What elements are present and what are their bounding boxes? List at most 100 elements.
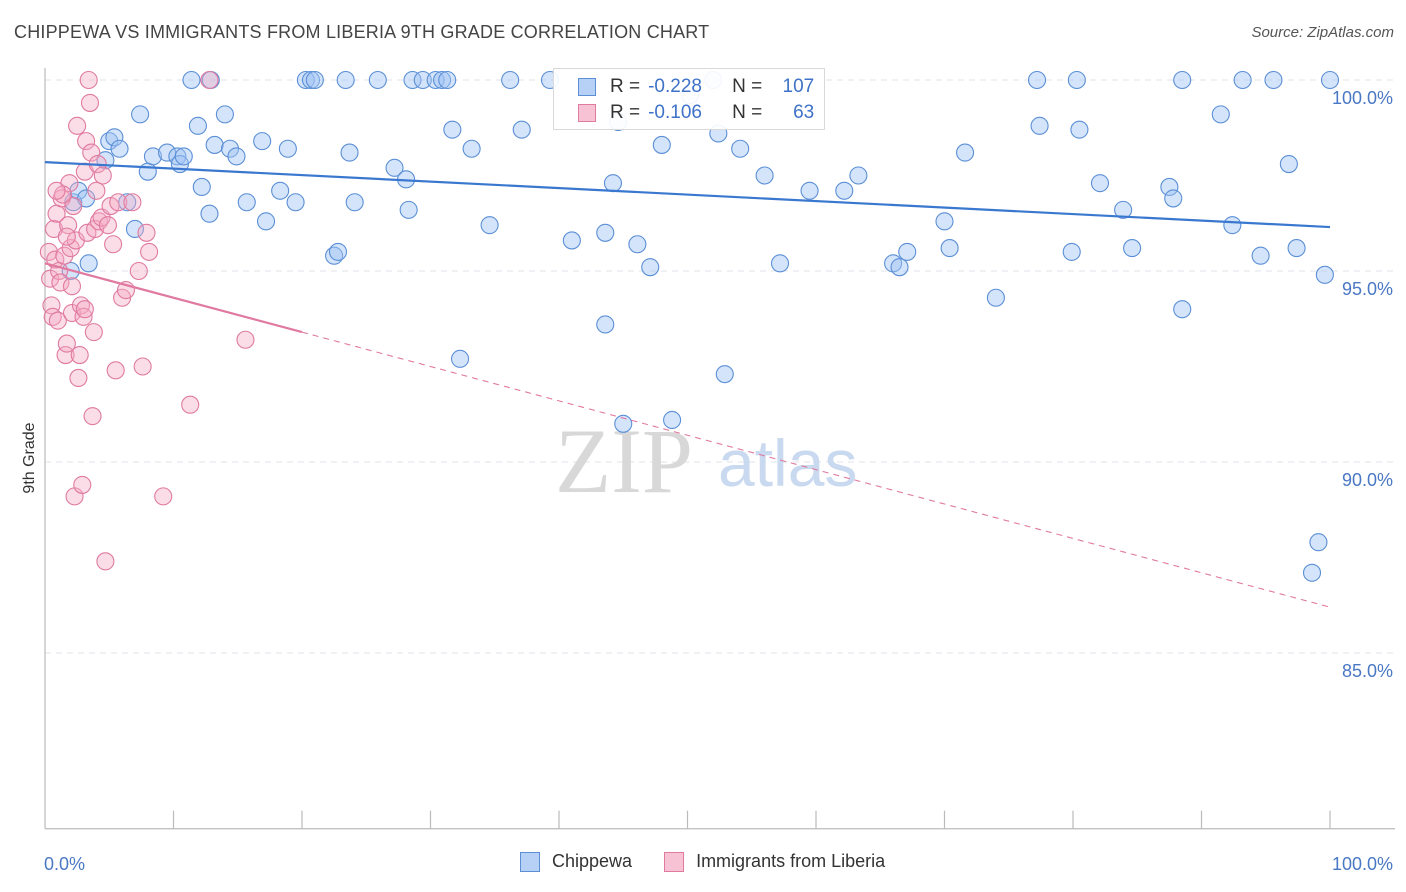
chippewa-point: [1251, 246, 1270, 265]
stats-legend-row-chippewa: R = -0.228 N = 107: [578, 74, 814, 100]
chippewa-point: [480, 216, 499, 235]
chippewa-point: [131, 105, 150, 124]
chippewa-point: [110, 139, 129, 158]
chippewa-point: [451, 349, 470, 368]
chippewa-point: [182, 70, 201, 90]
liberia-point: [83, 407, 102, 426]
liberia-point: [106, 361, 125, 380]
chart-source: Source: ZipAtlas.com: [1251, 24, 1394, 41]
legend-item-liberia[interactable]: Immigrants from Liberia: [664, 851, 885, 872]
chippewa-point: [596, 223, 615, 242]
legend-label-liberia: Immigrants from Liberia: [696, 851, 886, 871]
chippewa-point: [603, 174, 623, 193]
chippewa-point: [227, 147, 246, 166]
x-tick-label-max: 100.0%: [1332, 854, 1393, 874]
liberia-point: [87, 181, 106, 200]
series-legend: Chippewa Immigrants from Liberia: [520, 851, 917, 872]
chippewa-point: [271, 181, 290, 200]
chippewa-point: [1114, 200, 1133, 219]
chippewa-point: [512, 120, 531, 139]
chippewa-point: [835, 181, 854, 200]
chippewa-point: [715, 365, 734, 384]
liberia-point: [56, 345, 75, 365]
chippewa-point: [256, 212, 276, 231]
chippewa-point: [628, 235, 647, 254]
liberia-point: [73, 475, 92, 494]
liberia-point: [75, 300, 94, 319]
chippewa-point: [345, 193, 364, 212]
axis-labels: 100.0% 95.0% 90.0% 85.0% 0.0% 100.0% 9th Grade: [21, 88, 1393, 874]
liberia-point: [123, 193, 142, 212]
chippewa-point: [143, 147, 162, 166]
chippewa-point: [237, 193, 256, 212]
liberia-point: [77, 132, 96, 151]
liberia-point: [104, 235, 123, 254]
chippewa-point: [462, 139, 481, 158]
chippewa-point: [614, 414, 633, 433]
liberia-point: [64, 197, 83, 216]
chippewa-point: [890, 258, 909, 277]
liberia-point: [47, 181, 66, 200]
liberia-point: [236, 330, 255, 349]
y-tick-label: 85.0%: [1342, 661, 1393, 681]
liberia-point: [133, 357, 152, 376]
chippewa-point: [1211, 105, 1230, 124]
chippewa-point: [956, 143, 975, 162]
chippewa-point: [215, 105, 234, 124]
liberia-point: [69, 368, 88, 388]
chippewa-point: [1173, 70, 1192, 90]
chippewa-point: [641, 258, 660, 277]
chippewa-point: [205, 135, 224, 154]
chippewa-point: [340, 143, 359, 162]
chippewa-point: [986, 288, 1005, 307]
axes: [44, 68, 1395, 830]
r-value: -0.106: [648, 102, 702, 123]
r-label: R =: [610, 76, 641, 97]
liberia-point: [39, 242, 58, 261]
liberia-point: [84, 323, 103, 342]
chippewa-point: [278, 139, 297, 158]
watermark: ZIP atlas: [555, 410, 857, 512]
chippewa-legend-swatch: [520, 851, 540, 872]
chippewa-point: [1030, 116, 1049, 135]
n-value: 107: [782, 76, 815, 97]
chippewa-point: [174, 147, 193, 166]
liberia-point: [140, 242, 159, 261]
chippewa-point: [305, 70, 324, 90]
watermark-zip: ZIP: [555, 410, 693, 512]
chippewa-point: [253, 132, 272, 151]
chippewa-point: [849, 166, 868, 185]
chippewa-point: [158, 143, 177, 162]
n-label: N =: [732, 76, 763, 97]
watermark-atlas: atlas: [718, 426, 857, 500]
legend-item-chippewa[interactable]: Chippewa: [520, 851, 632, 872]
liberia-point: [96, 552, 115, 571]
chippewa-point: [1223, 216, 1242, 235]
chippewa-point: [200, 204, 219, 223]
chippewa-point: [800, 181, 819, 200]
liberia-point: [93, 166, 112, 185]
chippewa-point: [1027, 70, 1047, 90]
chippewa-point: [898, 242, 917, 261]
chippewa-point: [501, 70, 520, 90]
liberia-point: [70, 345, 89, 365]
chippewa-point: [1090, 174, 1110, 193]
stats-legend: R = -0.228 N = 107 R = -0.106 N = 63: [553, 68, 825, 130]
liberia-point: [109, 193, 128, 212]
chippewa-point: [403, 70, 422, 90]
liberia-point: [79, 70, 98, 90]
chippewa-point: [286, 193, 305, 212]
y-tick-label: 100.0%: [1332, 88, 1393, 108]
chippewa-point: [596, 315, 615, 334]
chippewa-point: [652, 135, 671, 154]
chippewa-point: [1123, 239, 1142, 258]
liberia-point: [80, 93, 100, 112]
liberia-point: [59, 216, 78, 235]
liberia-point: [181, 395, 200, 414]
liberia-point: [74, 307, 93, 326]
liberia-point: [57, 334, 76, 353]
chippewa-point: [1233, 70, 1252, 90]
n-value: 63: [793, 102, 815, 123]
liberia-point: [154, 487, 173, 506]
